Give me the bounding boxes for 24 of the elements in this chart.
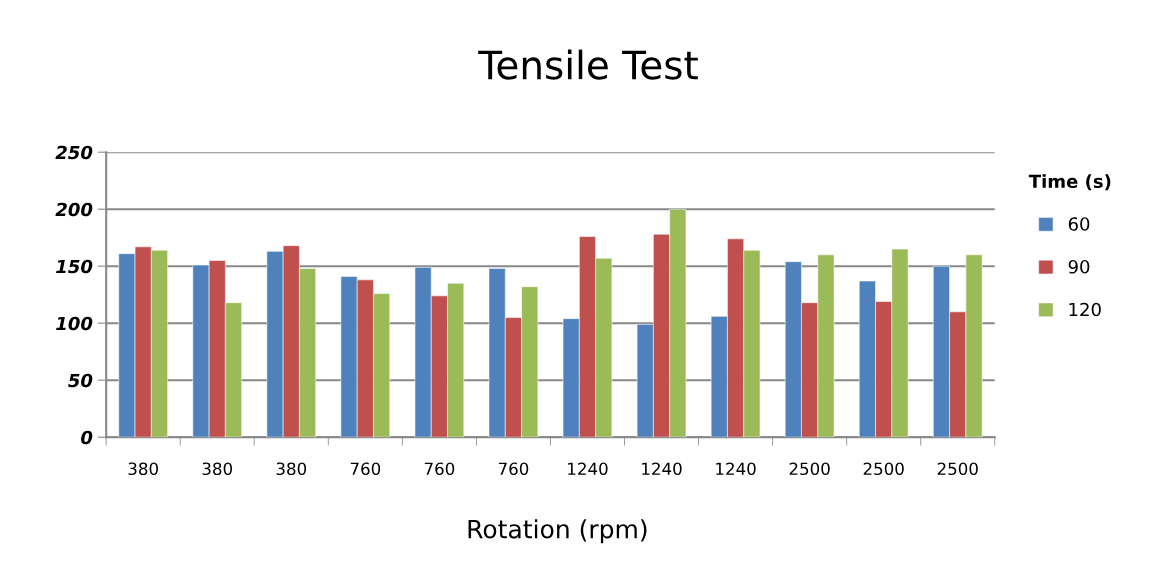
x-tick-label: 1240 xyxy=(642,462,682,476)
y-tick-label: 0 xyxy=(81,430,93,445)
x-tick-label: 380 xyxy=(276,462,307,476)
x-tick-label: 1240 xyxy=(716,462,756,476)
legend-label: 60 xyxy=(1068,217,1090,231)
x-tick-label: 760 xyxy=(498,462,529,476)
y-tick-label: 100 xyxy=(56,316,93,331)
legend-label: 90 xyxy=(1068,259,1090,274)
x-tick-label: 380 xyxy=(128,462,158,476)
legend-title: Time (s) xyxy=(1028,174,1111,191)
x-tick-label: 2500 xyxy=(863,462,904,476)
x-tick-label: 2500 xyxy=(937,462,978,476)
y-tick-label: 200 xyxy=(55,202,93,217)
x-tick-label: 760 xyxy=(350,462,381,476)
y-tick-label: 250 xyxy=(55,145,93,160)
x-axis-title: Rotation (rpm) xyxy=(468,519,647,544)
y-tick-label: 50 xyxy=(68,373,93,388)
x-tick-label: 1240 xyxy=(568,462,608,476)
x-tick-label: 760 xyxy=(424,462,455,476)
legend-label: 120 xyxy=(1069,302,1101,317)
x-tick-label: 380 xyxy=(202,462,233,476)
y-tick-label: 150 xyxy=(56,259,93,274)
x-tick-label: 2500 xyxy=(789,462,830,476)
chart-title: Tensile Test xyxy=(478,49,698,80)
